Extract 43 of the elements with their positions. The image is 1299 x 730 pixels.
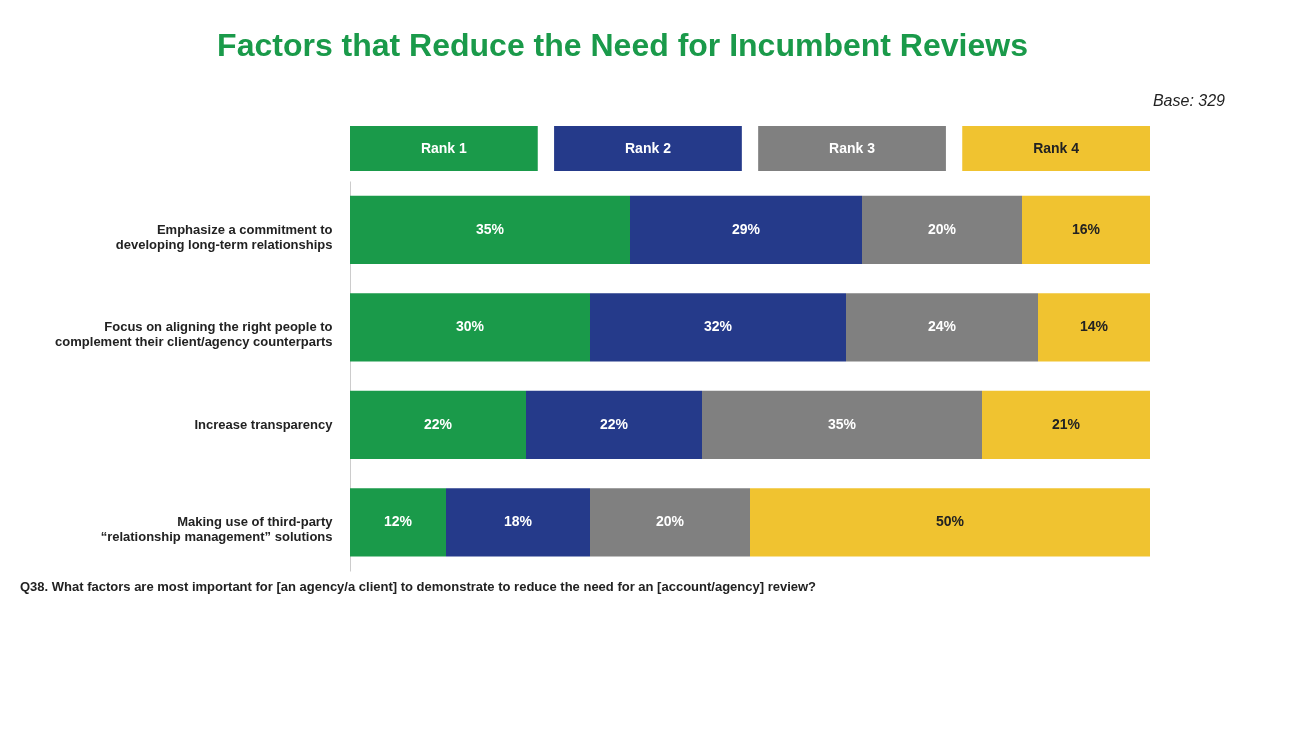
bar <box>350 488 446 557</box>
bar <box>590 488 750 557</box>
text: Rank 2 <box>625 140 672 156</box>
data-label: 35% <box>475 220 505 237</box>
data-label: 12% <box>383 513 413 530</box>
text: Rank 1 <box>420 140 468 156</box>
bar <box>526 390 702 459</box>
bar <box>590 293 846 362</box>
y-tick-label: Focus on aligning the right people to complement their client/agency counterparts <box>55 319 333 350</box>
text: Base: 329 <box>1152 92 1226 109</box>
text: Q38. What factors are most important for [an agency/a client] to demonstrate to reduce the need for an [account/agency] review? <box>20 579 817 594</box>
bar <box>350 390 526 459</box>
bar <box>1038 293 1150 362</box>
data-label: 35% <box>827 415 857 432</box>
bar <box>630 195 862 264</box>
data-label: 20% <box>655 513 685 530</box>
bar <box>862 195 1022 264</box>
bar <box>702 390 982 459</box>
chart-title: Factors that Reduce the Need for Incumbent Reviews <box>217 27 1028 63</box>
y-tick-label: Emphasize a commitment to developing long-term relationships <box>115 221 333 252</box>
data-label: 24% <box>927 318 957 335</box>
bar <box>750 488 1150 557</box>
data-label: 16% <box>1071 220 1101 237</box>
y-tick-label: Making use of third-party “relationship management” solutions <box>100 514 334 545</box>
text: Rank 4 <box>1033 140 1080 156</box>
data-label: 18% <box>503 513 533 530</box>
text: Rank 3 <box>829 140 876 156</box>
data-label: 29% <box>731 220 761 237</box>
data-label: 14% <box>1079 318 1109 335</box>
bar <box>846 293 1038 362</box>
bar <box>982 390 1150 459</box>
data-label: 22% <box>423 415 453 432</box>
data-label: 50% <box>935 513 965 530</box>
bar <box>350 293 590 362</box>
data-label: 20% <box>927 220 957 237</box>
bar <box>350 195 630 264</box>
data-label: 22% <box>599 415 629 432</box>
data-label: 30% <box>455 318 485 335</box>
data-label: 32% <box>703 318 733 335</box>
y-tick-label: Increase transparency <box>194 416 334 432</box>
data-label: 21% <box>1051 415 1081 432</box>
bar <box>446 488 590 557</box>
bar <box>1022 195 1150 264</box>
